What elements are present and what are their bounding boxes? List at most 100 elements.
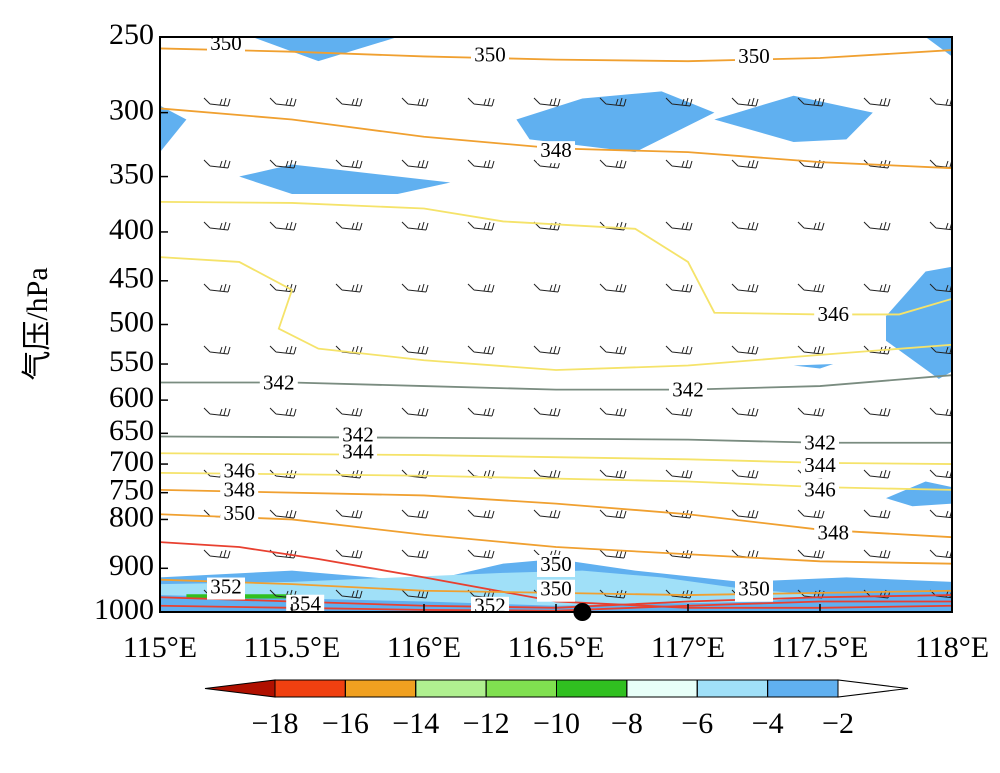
wind-barb [731,159,759,169]
wind-barb-shaft [203,549,231,559]
wind-barb [467,283,495,293]
contour-label-bg [207,577,245,600]
wind-barb [599,283,627,293]
wind-barb [929,407,952,417]
wind-barb-shaft [599,549,627,559]
wind-barb [731,97,759,107]
wind-barb-shaft [599,97,627,107]
wind-barb [863,407,891,417]
wind-barb-shaft [665,221,693,231]
contour-label: 342 [672,378,704,402]
y-tick-label: 400 [109,213,154,246]
wind-barb-shaft [929,345,952,355]
wind-barb [929,221,952,231]
y-tick-label: 700 [109,445,154,478]
wind-barb [467,345,495,355]
contour-label-bg [220,480,259,503]
wind-barb-shaft [665,97,693,107]
contour-label-bg [339,425,377,448]
wind-barb [863,283,891,293]
wind-barb-shaft [665,283,693,293]
wind-barb [665,469,693,479]
contour-label-bg [814,523,853,546]
wind-barb [467,407,495,417]
contour-label: 344 [804,453,836,477]
contour-label-bg [669,380,707,403]
contour-line [160,47,952,63]
x-tick-label: 115.5°E [244,631,341,664]
wind-barb-shaft [269,283,297,293]
shaded-region [714,95,873,142]
colorbar-over [837,679,909,698]
contour-label-bg [471,596,509,612]
wind-barb-shaft [797,283,825,293]
wind-barb-shaft [269,589,297,599]
wind-barb-shaft [731,283,759,293]
contour-label: 352 [474,594,506,618]
wind-barb [731,345,759,355]
wind-barb [533,509,561,519]
colorbar-tick-label: −8 [611,707,643,740]
wind-barb-shaft [269,97,297,107]
wind-barb-shaft [269,345,297,355]
colorbar-tick-label: −2 [822,707,854,740]
colorbar-tick-label: −16 [322,707,369,740]
wind-barb [533,469,561,479]
contour-label: 354 [289,592,321,616]
contour-label: 350 [738,44,770,68]
wind-barb-shaft [467,345,495,355]
wind-barb [599,407,627,417]
wind-barb [929,469,952,479]
contour-label-bg [220,461,259,484]
contour-label: 346 [817,302,849,326]
contour-line [160,471,952,491]
contour-line [160,200,952,316]
wind-barb-shaft [599,159,627,169]
wind-barb [401,221,429,231]
wind-barb [203,345,231,355]
colorbar-segment [485,679,557,698]
colorbar-segment [344,679,417,698]
shaded-region [239,164,451,194]
wind-barb-shaft [929,407,952,417]
wind-barb-shaft [665,469,693,479]
wind-barb [797,159,825,169]
wind-barb-shaft [929,283,952,293]
wind-barb [401,97,429,107]
wind-barb [731,221,759,231]
wind-barb [203,221,231,231]
wind-barb [533,345,561,355]
wind-barb-shaft [533,221,561,231]
wind-barb-shaft [533,97,561,107]
wind-barb-shaft [335,589,363,599]
wind-barb [863,97,891,107]
wind-barb-shaft [533,407,561,417]
wind-barb [401,469,429,479]
wind-barb-shaft [335,509,363,519]
y-tick-label: 1000 [94,593,154,626]
wind-barb [269,283,297,293]
wind-barb [335,549,363,559]
contour-label-bg [339,442,377,465]
wind-barb-shaft [863,97,891,107]
wind-barb [335,221,363,231]
shaded-region [925,37,952,57]
wind-barb [599,469,627,479]
colorbar-under [204,679,276,698]
contour-label-bg [537,579,575,602]
wind-barb [929,345,952,355]
wind-barb-shaft [269,407,297,417]
shaded-region [886,481,952,507]
y-tick-label: 900 [109,549,154,582]
wind-barb [665,345,693,355]
contour-line [160,256,952,371]
colorbar-segment [696,679,769,698]
wind-barb [269,159,297,169]
shaded-region [793,364,834,369]
y-tick-label: 350 [109,157,154,190]
wind-barb [467,221,495,231]
contour-label-bg [537,554,575,577]
wind-barb-shaft [797,407,825,417]
wind-barb [863,469,891,479]
wind-barb-shaft [533,345,561,355]
